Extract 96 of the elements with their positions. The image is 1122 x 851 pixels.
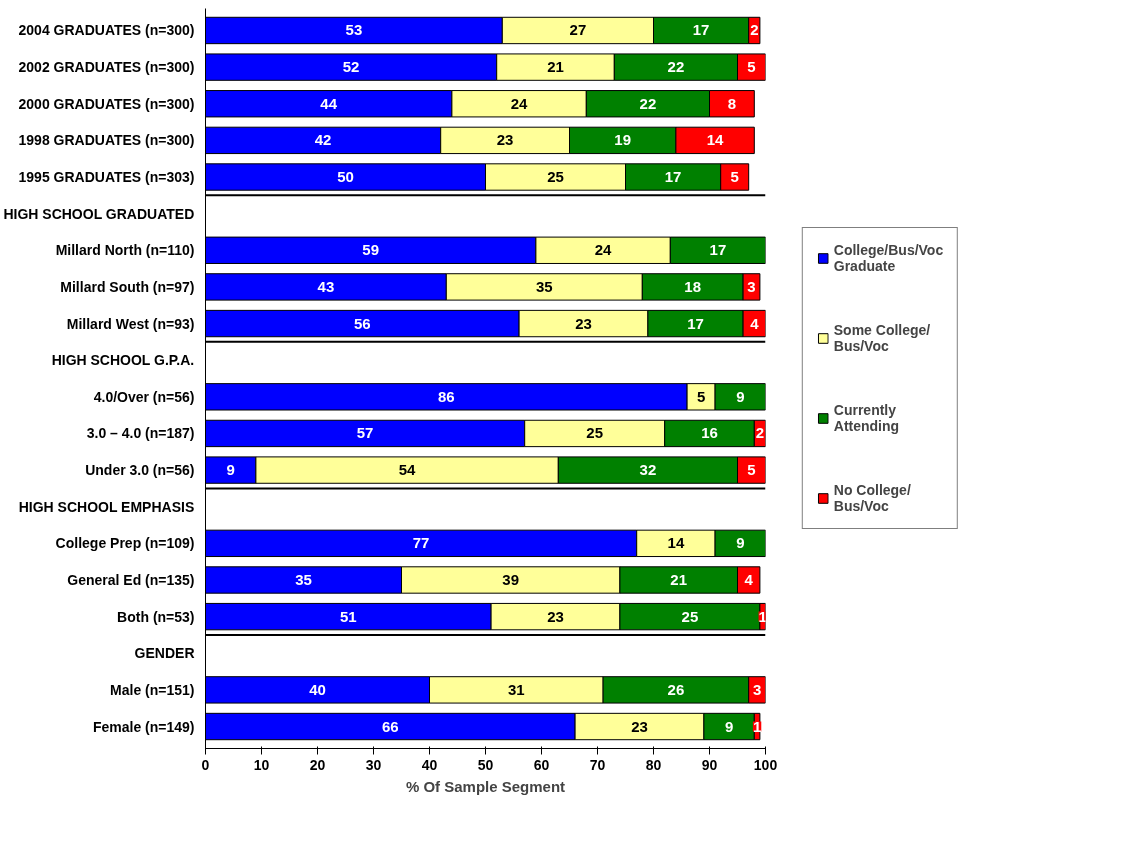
data-label: 14 [667, 534, 685, 552]
data-label: 23 [547, 607, 564, 625]
data-label: 56 [353, 314, 371, 332]
y-tick-label: Millard West (n=93) [66, 315, 195, 332]
data-label: 4 [744, 570, 754, 588]
data-label: 32 [639, 461, 657, 479]
legend-label: Currently Attending [833, 402, 900, 434]
data-label: 2 [755, 424, 765, 442]
data-label: 17 [687, 314, 704, 332]
data-label: 17 [692, 21, 710, 39]
data-label: 25 [681, 607, 699, 625]
data-label: 59 [362, 241, 380, 259]
y-tick-label: Both (n=53) [117, 608, 195, 625]
data-label: 66 [381, 717, 399, 735]
data-label: 3 [752, 680, 762, 698]
data-label: 22 [639, 94, 657, 112]
data-label: 23 [631, 717, 648, 735]
data-label: 5 [696, 387, 706, 405]
y-tick-label: HIGH SCHOOL G.P.A. [51, 352, 195, 369]
data-label: 23 [575, 314, 592, 332]
data-label: 24 [594, 241, 613, 259]
x-tick-label: 0 [201, 756, 210, 773]
x-tick-label: 10 [253, 756, 270, 773]
x-tick-label: 70 [589, 756, 606, 773]
data-label: 5 [730, 168, 739, 186]
y-tick-label: HIGH SCHOOL GRADUATED [3, 205, 195, 222]
y-tick-label: 3.0 – 4.0 (n=187) [86, 425, 195, 442]
x-tick-label: 50 [477, 756, 494, 773]
data-label: 14 [706, 131, 725, 149]
data-label: 52 [342, 58, 360, 76]
data-label: 3 [747, 277, 756, 295]
x-tick-label: 90 [701, 756, 718, 773]
legend-label: No College/ Bus/Voc [833, 482, 911, 514]
y-tick-label: 1995 GRADUATES (n=303) [18, 169, 195, 186]
data-label: 26 [667, 680, 685, 698]
data-label: 42 [314, 131, 332, 149]
data-label: 9 [736, 387, 745, 405]
data-label: 25 [547, 168, 564, 186]
y-tick-label: Female (n=149) [92, 718, 195, 735]
data-label: 86 [437, 387, 455, 405]
y-tick-label: 1998 GRADUATES (n=300) [18, 132, 195, 149]
y-tick-label: 2000 GRADUATES (n=300) [18, 95, 195, 112]
data-label: 21 [547, 58, 564, 76]
y-tick-label: College Prep (n=109) [55, 535, 195, 552]
data-label: 25 [586, 424, 604, 442]
x-tick-label: 40 [421, 756, 438, 773]
data-label: 21 [670, 570, 688, 588]
x-axis-title: % Of Sample Segment [405, 777, 566, 795]
data-label: 44 [320, 94, 338, 112]
data-label: 16 [701, 424, 718, 442]
data-label: 17 [664, 168, 682, 186]
y-tick-label: 2002 GRADUATES (n=300) [18, 59, 195, 76]
y-tick-label: Under 3.0 (n=56) [85, 462, 195, 479]
data-label: 50 [337, 168, 354, 186]
data-label: 35 [295, 570, 312, 588]
data-label: 18 [684, 277, 702, 295]
y-tick-label: HIGH SCHOOL EMPHASIS [18, 498, 195, 515]
data-label: 5 [747, 461, 756, 479]
data-label: 39 [502, 570, 520, 588]
data-label: 27 [569, 21, 587, 39]
data-label: 40 [309, 680, 326, 698]
data-label: 31 [507, 680, 525, 698]
y-tick-label: Millard North (n=110) [55, 242, 195, 259]
data-label: 35 [535, 277, 553, 295]
y-tick-label: Millard South (n=97) [60, 278, 195, 295]
data-label: 57 [356, 424, 374, 442]
data-label: 9 [724, 717, 734, 735]
data-label: 8 [727, 94, 737, 112]
data-label: 22 [667, 58, 685, 76]
legend-label: College/Bus/Voc Graduate [833, 242, 944, 274]
data-label: 19 [614, 131, 632, 149]
data-label: 53 [345, 21, 363, 39]
data-label: 51 [339, 607, 357, 625]
data-label: 4 [750, 314, 760, 332]
y-tick-label: Male (n=151) [110, 681, 195, 698]
data-label: 1 [752, 717, 762, 735]
data-label: 2 [750, 21, 759, 39]
y-tick-label: GENDER [134, 645, 195, 662]
data-label: 9 [226, 461, 235, 479]
data-label: 9 [736, 534, 745, 552]
x-tick-label: 100 [753, 756, 778, 773]
y-tick-label: 2004 GRADUATES (n=300) [18, 22, 195, 39]
x-tick-label: 30 [365, 756, 382, 773]
data-label: 24 [510, 94, 529, 112]
data-label: 77 [412, 534, 430, 552]
data-label: 5 [747, 58, 756, 76]
data-label: 54 [398, 461, 417, 479]
data-label: 17 [709, 241, 727, 259]
data-label: 43 [317, 277, 335, 295]
legend-label: Some College/ Bus/Voc [833, 322, 931, 354]
y-tick-label: 4.0/Over (n=56) [93, 388, 195, 405]
y-tick-label: General Ed (n=135) [67, 571, 195, 588]
x-tick-label: 80 [645, 756, 662, 773]
data-label: 23 [496, 131, 514, 149]
x-tick-label: 60 [533, 756, 550, 773]
x-tick-label: 20 [309, 756, 326, 773]
